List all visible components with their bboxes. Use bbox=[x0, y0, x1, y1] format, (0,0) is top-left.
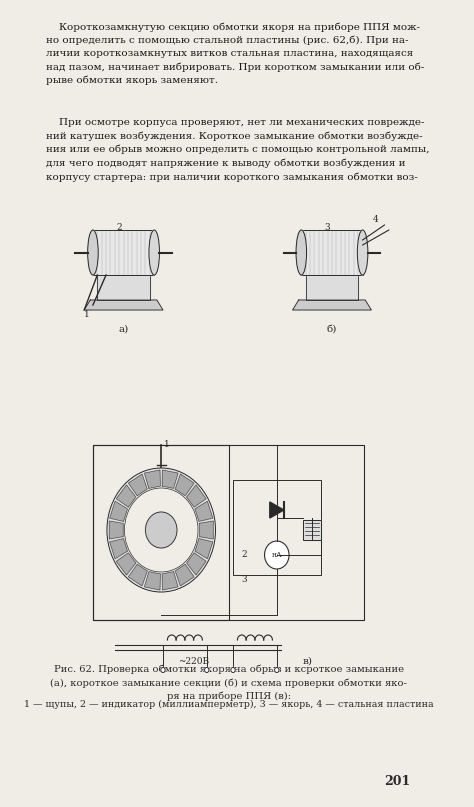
Text: Рис. 62. Проверка обмотки якоря на обрыв и ксроткое замыкание
(а), короткое замы: Рис. 62. Проверка обмотки якоря на обрыв… bbox=[50, 665, 407, 701]
Text: 3: 3 bbox=[242, 575, 247, 584]
Text: 2: 2 bbox=[117, 223, 122, 232]
Bar bbox=[233, 480, 320, 575]
Text: При осмотре корпуса проверяют, нет ли механических поврежде-
ний катушек возбужд: При осмотре корпуса проверяют, нет ли ме… bbox=[46, 118, 429, 182]
Text: Короткозамкнутую секцию обмотки якоря на приборе ППЯ мож-
но определить с помощь: Короткозамкнутую секцию обмотки якоря на… bbox=[46, 22, 424, 86]
Polygon shape bbox=[145, 470, 160, 488]
Text: в): в) bbox=[302, 657, 312, 666]
Ellipse shape bbox=[149, 230, 159, 275]
Circle shape bbox=[161, 667, 165, 672]
Text: нА: нА bbox=[272, 551, 282, 559]
Text: 201: 201 bbox=[384, 775, 411, 788]
Circle shape bbox=[205, 667, 209, 672]
Text: 1 — щупы, 2 — индикатор (миллиамперметр), 3 — якорь, 4 — стальная пластина: 1 — щупы, 2 — индикатор (миллиамперметр)… bbox=[24, 700, 433, 709]
Polygon shape bbox=[84, 300, 163, 310]
Text: а): а) bbox=[118, 325, 129, 334]
Polygon shape bbox=[195, 501, 213, 521]
Circle shape bbox=[146, 512, 177, 548]
Polygon shape bbox=[292, 300, 371, 310]
Polygon shape bbox=[109, 539, 128, 558]
Polygon shape bbox=[97, 275, 150, 300]
Text: ~220В: ~220В bbox=[178, 657, 209, 666]
Text: б): б) bbox=[327, 325, 337, 334]
Bar bbox=[303, 520, 320, 540]
Bar bbox=[93, 445, 365, 620]
Polygon shape bbox=[117, 553, 136, 575]
Polygon shape bbox=[145, 571, 160, 590]
Text: 4: 4 bbox=[373, 215, 379, 224]
Polygon shape bbox=[195, 539, 213, 558]
Circle shape bbox=[107, 468, 216, 592]
Polygon shape bbox=[162, 470, 178, 488]
Polygon shape bbox=[200, 521, 213, 539]
Polygon shape bbox=[187, 485, 206, 507]
Bar bbox=[93, 445, 228, 620]
Circle shape bbox=[125, 488, 198, 572]
Polygon shape bbox=[109, 501, 128, 521]
Circle shape bbox=[231, 667, 235, 672]
Ellipse shape bbox=[357, 230, 368, 275]
Bar bbox=[93, 230, 154, 275]
Polygon shape bbox=[128, 564, 147, 586]
Polygon shape bbox=[270, 502, 284, 518]
Bar bbox=[303, 520, 320, 540]
Polygon shape bbox=[128, 475, 147, 495]
Bar bbox=[301, 230, 363, 275]
Polygon shape bbox=[306, 275, 358, 300]
Ellipse shape bbox=[296, 230, 307, 275]
Text: 2: 2 bbox=[242, 550, 247, 559]
Circle shape bbox=[274, 667, 279, 672]
Polygon shape bbox=[175, 564, 194, 586]
Ellipse shape bbox=[88, 230, 98, 275]
Polygon shape bbox=[187, 553, 206, 575]
Polygon shape bbox=[117, 485, 136, 507]
Circle shape bbox=[264, 541, 289, 569]
Polygon shape bbox=[162, 571, 178, 590]
Polygon shape bbox=[109, 521, 123, 539]
Text: 3: 3 bbox=[325, 223, 330, 232]
Polygon shape bbox=[175, 475, 194, 495]
Text: 1: 1 bbox=[84, 310, 90, 319]
Text: 1: 1 bbox=[164, 440, 170, 449]
